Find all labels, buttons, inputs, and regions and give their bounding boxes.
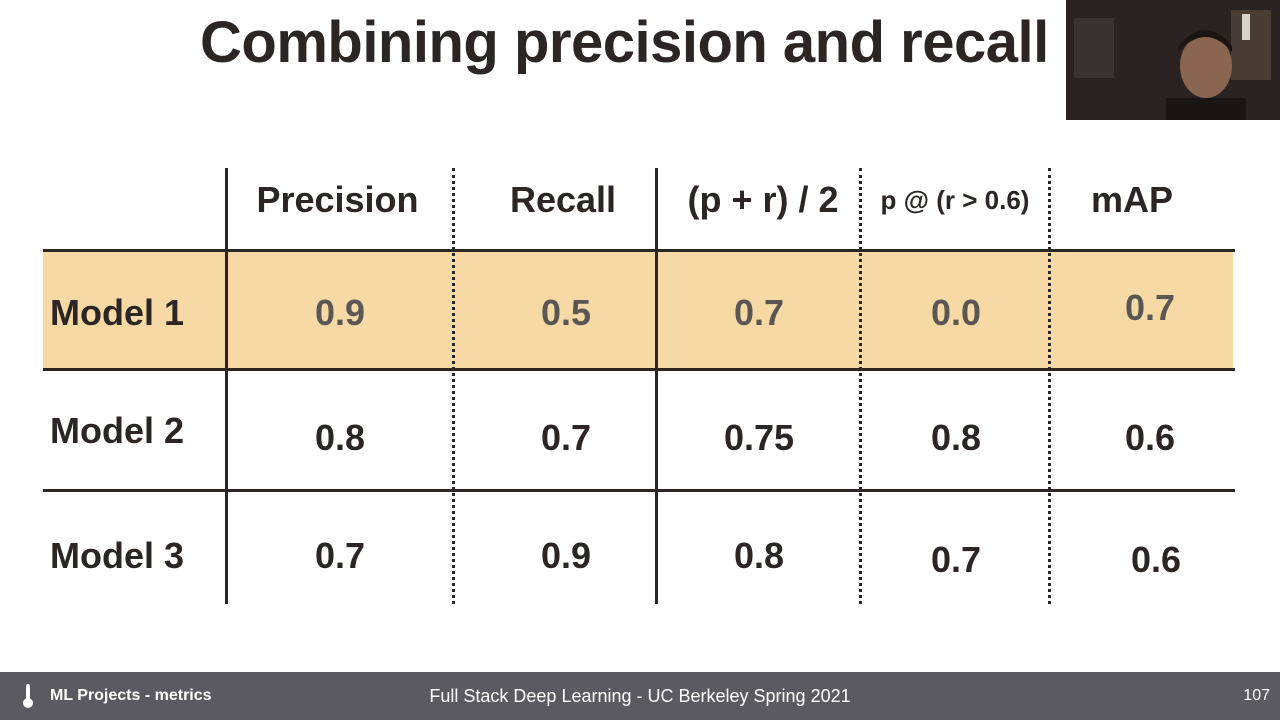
cell-value: 0.7 xyxy=(540,417,592,458)
comparison-table: Precision Recall (p + r) / 2 p @ (r > 0.… xyxy=(43,168,1235,604)
column-header-map: mAP xyxy=(1090,179,1174,220)
cell-value: 0.9 xyxy=(314,292,366,333)
column-header-recall: Recall xyxy=(509,179,617,220)
thermometer-icon xyxy=(23,684,33,708)
column-header-precision-at-recall: p @ (r > 0.6) xyxy=(880,185,1030,215)
column-divider-dotted xyxy=(859,168,862,604)
footer-section-label: ML Projects - metrics xyxy=(50,687,212,704)
column-divider-dotted xyxy=(1048,168,1051,604)
header-divider xyxy=(43,249,1235,252)
cell-value: 0.8 xyxy=(314,417,366,458)
cell-value: 0.7 xyxy=(1124,287,1176,328)
cell-value: 0.6 xyxy=(1130,539,1182,580)
footer-course-title: Full Stack Deep Learning - UC Berkeley S… xyxy=(429,686,851,706)
cell-value: 0.7 xyxy=(314,535,366,576)
cell-value: 0.8 xyxy=(930,417,982,458)
cell-value: 0.8 xyxy=(733,535,785,576)
cell-value: 0.0 xyxy=(930,292,982,333)
row-label-model-1: Model 1 xyxy=(50,292,185,333)
slide-title: Combining precision and recall xyxy=(200,10,1049,75)
row-label-model-2: Model 2 xyxy=(50,410,185,451)
cell-value: 0.6 xyxy=(1124,417,1176,458)
highlighted-row-background xyxy=(43,252,1233,369)
cell-value: 0.5 xyxy=(540,292,592,333)
row-divider xyxy=(43,489,1235,492)
column-header-precision: Precision xyxy=(256,179,419,220)
webcam-overlay xyxy=(1066,0,1280,120)
cell-value: 0.7 xyxy=(733,292,785,333)
column-header-average: (p + r) / 2 xyxy=(687,179,839,220)
slide-footer: ML Projects - metrics Full Stack Deep Le… xyxy=(0,672,1280,720)
page-number: 107 xyxy=(1243,687,1270,704)
column-divider-solid xyxy=(655,168,658,604)
row-divider xyxy=(43,368,1235,371)
cell-value: 0.9 xyxy=(540,535,592,576)
row-label-model-3: Model 3 xyxy=(50,535,185,576)
presenter-video xyxy=(1066,0,1280,120)
cell-value: 0.75 xyxy=(723,417,795,458)
column-divider-dotted xyxy=(452,168,455,604)
cell-value: 0.7 xyxy=(930,539,982,580)
label-column-divider xyxy=(225,168,228,604)
